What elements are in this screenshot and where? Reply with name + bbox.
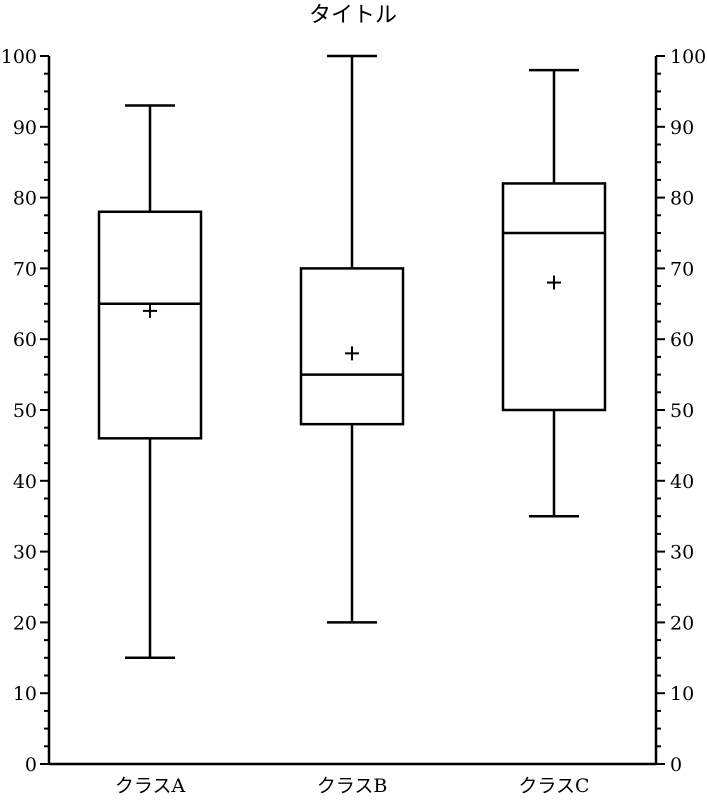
y-tick-label-right: 100	[670, 46, 706, 68]
x-category-label: クラスA	[115, 775, 186, 797]
iqr-box	[97, 210, 203, 440]
x-category-label: クラスB	[317, 775, 388, 797]
y-tick-label-right: 0	[670, 754, 682, 776]
y-tick-label-left: 60	[13, 329, 37, 351]
y-tick-label-right: 30	[670, 542, 694, 564]
y-tick-label-left: 80	[13, 188, 37, 210]
y-tick-label-right: 20	[670, 612, 694, 634]
y-tick-label-left: 0	[25, 754, 37, 776]
x-category-label: クラスC	[518, 775, 589, 797]
y-tick-label-right: 80	[670, 188, 694, 210]
y-tick-label-left: 30	[13, 542, 37, 564]
box-3	[501, 68, 607, 518]
y-tick-label-right: 90	[670, 117, 694, 139]
y-tick-label-left: 10	[13, 683, 37, 705]
y-tick-label-left: 100	[1, 46, 37, 68]
box-1	[97, 104, 203, 660]
y-tick-label-left: 50	[13, 400, 37, 422]
box-marks	[97, 54, 607, 660]
y-tick-label-left: 20	[13, 612, 37, 634]
y-tick-label-right: 70	[670, 258, 694, 280]
y-tick-label-left: 90	[13, 117, 37, 139]
y-tick-label-right: 10	[670, 683, 694, 705]
iqr-box	[501, 182, 607, 412]
iqr-box	[299, 267, 405, 426]
chart-title: タイトル	[309, 3, 397, 28]
box-2	[299, 54, 405, 624]
y-tick-label-right: 60	[670, 329, 694, 351]
y-tick-label-right: 40	[670, 471, 694, 493]
y-tick-label-left: 70	[13, 258, 37, 280]
y-tick-label-right: 50	[670, 400, 694, 422]
y-tick-label-left: 40	[13, 471, 37, 493]
axes: 0 0 10 10 20 20 30 30 40 40 50 50 60 60 70 70 80 80 90 90 10…	[1, 46, 707, 797]
